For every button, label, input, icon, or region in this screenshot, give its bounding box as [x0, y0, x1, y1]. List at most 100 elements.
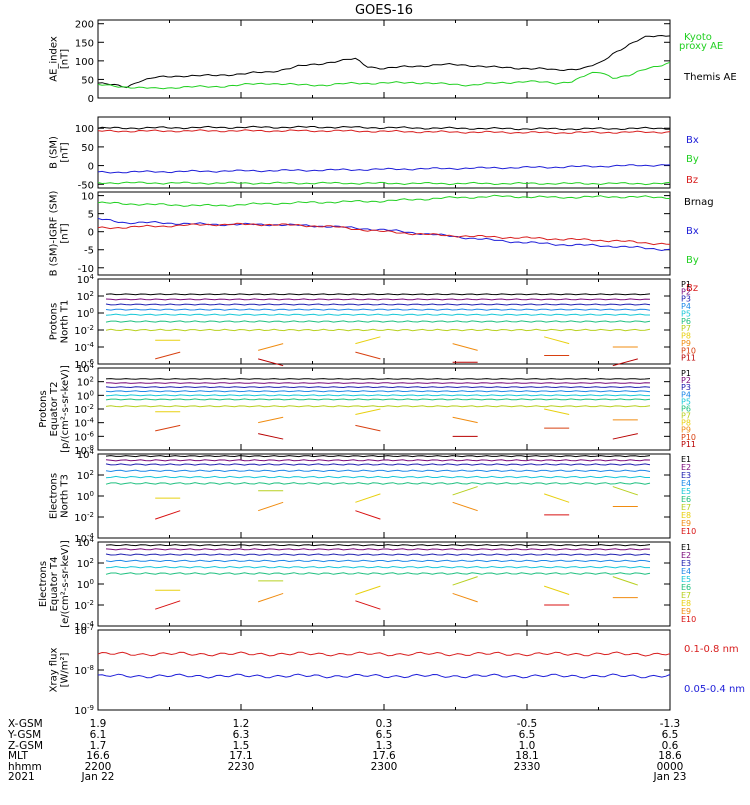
ephemeris-value: 18.6	[658, 750, 682, 762]
channel-line-e2	[105, 459, 651, 462]
legend-bx: Bx	[686, 226, 699, 237]
y-axis-label: [nT]	[60, 223, 71, 243]
y-axis-label: Protons	[38, 390, 49, 427]
legend-p2: P2	[681, 287, 691, 296]
channel-segment-p8	[544, 408, 570, 415]
legend-bz: Bz	[686, 175, 698, 186]
channel-line-p7	[105, 328, 651, 332]
ephemeris-value: 17.1	[229, 750, 252, 762]
ephemeris-value: 6.5	[519, 729, 536, 741]
ephemeris-value: 0.6	[662, 740, 679, 752]
channel-line-e1	[105, 455, 651, 458]
legend-p10: P10	[681, 433, 696, 442]
y-tick-label: 10-2	[74, 599, 94, 612]
y-tick-label: 100	[77, 307, 94, 320]
channel-line-p7	[105, 405, 651, 408]
y-tick-label: 10-9	[74, 704, 94, 717]
panel-6: 104 102 100 10-2 10-4 Electrons North T3 E1E2E3…	[49, 448, 697, 545]
channel-segment-e7	[452, 576, 478, 586]
y-tick-label: 104	[77, 362, 95, 375]
channel-segment-e7	[612, 486, 638, 496]
channel-segment-e8	[355, 585, 381, 595]
figure-title: GOES-16	[355, 3, 413, 18]
y-tick-label: 10-4	[74, 620, 94, 633]
legend-e7: E7	[681, 591, 691, 600]
legend-e2: E2	[681, 463, 691, 472]
channel-segment-e8	[544, 493, 570, 503]
y-tick-label: 10-4	[74, 532, 94, 545]
ephemeris-value: -1.3	[660, 718, 681, 730]
channel-line-p1	[105, 293, 651, 296]
y-tick-label: 0	[88, 228, 94, 239]
channel-segment-e10	[155, 600, 181, 610]
legend-e8: E8	[681, 511, 691, 520]
ephemeris-value: 1.9	[90, 718, 107, 730]
panel-frame	[97, 191, 671, 276]
y-tick-label: 10-8	[74, 444, 94, 457]
channel-segment-e10	[355, 600, 381, 610]
y-tick-label: 10-6	[74, 430, 94, 443]
legend-p5: P5	[681, 309, 691, 318]
ephemeris-value: 2300	[371, 761, 398, 773]
channel-segment-p10	[155, 424, 181, 432]
channel-segment-p9	[452, 416, 478, 424]
legend-e10: E10	[681, 527, 696, 536]
ephemeris-value: 1.2	[233, 718, 250, 730]
legend-e7: E7	[681, 503, 691, 512]
ephemeris-row-label: Y-GSM	[7, 729, 41, 741]
channel-segment-e9	[452, 592, 478, 603]
series-line-by	[97, 181, 671, 186]
channel-segment-p9	[452, 343, 478, 351]
legend-bz: Bz	[686, 283, 698, 294]
series-line-themis-ae	[97, 34, 671, 89]
ephemeris-row-label: hhmm	[8, 761, 42, 773]
y-axis-label: Equator T4	[49, 557, 60, 612]
series-line-bz	[97, 222, 671, 246]
legend-p1: P1	[681, 280, 691, 289]
ephemeris-value: 2200	[85, 761, 112, 773]
legend-e9: E9	[681, 607, 691, 616]
channel-line-e5	[105, 475, 650, 479]
y-tick-label: 100	[77, 389, 94, 402]
channel-line-e4	[105, 469, 651, 473]
legend-p9: P9	[681, 426, 691, 435]
legend-e1: E1	[681, 543, 691, 552]
legend-e4: E4	[681, 567, 691, 576]
channel-segment-p11	[258, 433, 284, 440]
y-tick-label: 50	[81, 75, 94, 86]
panel-7: 104 102 100 10-2 10-4 Electrons Equator T4 [e/(…	[38, 536, 696, 633]
y-tick-label: 150	[75, 38, 94, 49]
channel-line-e1	[105, 544, 651, 547]
channel-line-p1	[105, 378, 651, 380]
legend-p3: P3	[681, 383, 691, 392]
legend-p7: P7	[681, 412, 691, 421]
ephemeris-row-label: MLT	[8, 750, 28, 762]
channel-segment-e10	[355, 510, 381, 520]
channel-segment-e8	[355, 493, 381, 503]
series-line-by	[97, 194, 671, 207]
channel-segment-e8	[544, 585, 570, 595]
legend-p3: P3	[681, 295, 691, 304]
legend-e10: E10	[681, 615, 696, 624]
legend-by: By	[686, 154, 699, 165]
channel-line-e3	[105, 553, 651, 556]
channel-segment-e7	[452, 486, 478, 496]
legend-p9: P9	[681, 339, 691, 348]
ephemeris-value: 1.0	[519, 740, 536, 752]
y-tick-label: 10-4	[74, 341, 94, 354]
ephemeris-value: Jan 23	[653, 771, 687, 783]
channel-line-p5	[105, 313, 650, 316]
legend-e2: E2	[681, 551, 691, 560]
y-tick-label: 10-7	[74, 624, 94, 637]
channel-line-e5	[105, 565, 650, 569]
legend-kyoto: Kyoto	[684, 32, 712, 43]
legend-p11: P11	[681, 354, 696, 363]
legend-e6: E6	[681, 495, 691, 504]
panel-frame	[97, 367, 671, 451]
y-tick-label: 5	[88, 210, 94, 221]
channel-line-p4	[105, 390, 651, 393]
channel-segment-p10	[355, 351, 381, 360]
legend-p8: P8	[681, 419, 691, 428]
ephemeris-value: 1.7	[90, 740, 107, 752]
legend-e3: E3	[681, 471, 691, 480]
